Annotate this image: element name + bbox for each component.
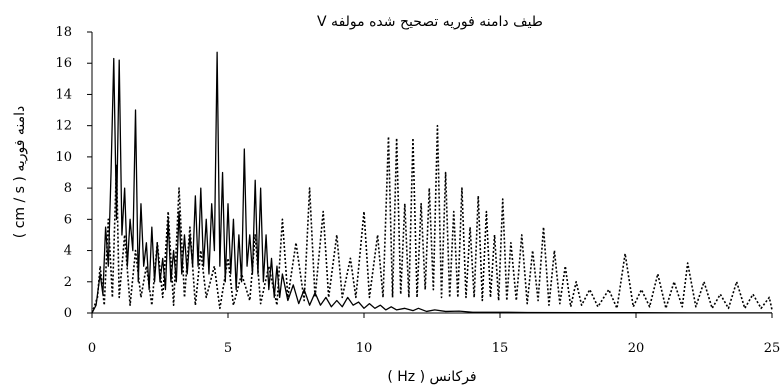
x-tick-label: 15 [492, 341, 509, 356]
y-tick-label: 6 [64, 212, 72, 227]
x-tick-label: 10 [356, 341, 373, 356]
x-tick-label: 5 [224, 341, 232, 356]
y-tick-label: 2 [64, 275, 72, 290]
x-tick-label: 25 [764, 341, 781, 356]
y-tick-label: 18 [55, 25, 72, 40]
y-tick-label: 8 [64, 181, 72, 196]
y-tick-label: 4 [64, 244, 72, 259]
y-tick-label: 12 [55, 119, 72, 134]
x-tick-label: 0 [88, 341, 96, 356]
y-tick-label: 14 [55, 87, 72, 102]
plot-area [91, 51, 773, 314]
y-tick-label: 16 [55, 56, 72, 71]
y-tick-label: 10 [55, 150, 72, 165]
series-line-solid [91, 51, 772, 314]
x-axis-label: فرکانس ( Hz ) [387, 369, 476, 385]
x-tick-label: 20 [628, 341, 645, 356]
y-tick-label: 0 [64, 306, 72, 321]
y-axis-label: دامنه فوریه ( cm / s ) [12, 106, 28, 238]
y-axis: 0 2 4 6 8 10 12 14 16 18 [55, 25, 93, 321]
x-axis: 0 5 10 15 20 25 [88, 312, 781, 356]
chart-title: طیف دامنه فوریه تصحیح شده مولفه V [317, 14, 543, 30]
